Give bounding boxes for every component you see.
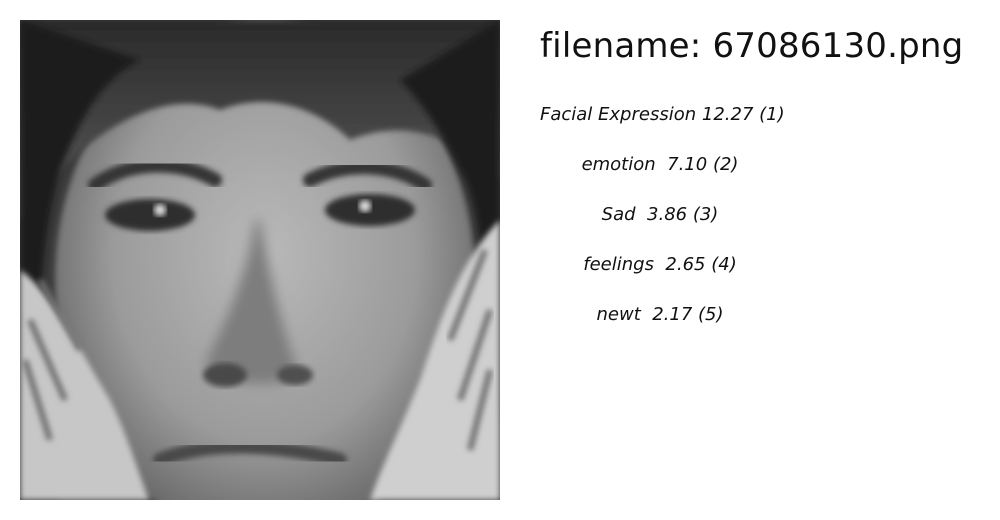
label-name: emotion	[581, 154, 656, 175]
label-name: Sad	[601, 204, 636, 225]
label-score: 2.17	[652, 304, 693, 325]
label-score: 12.27	[701, 104, 754, 125]
label-row-4: feelings 2.65 (4)	[540, 250, 780, 300]
filename-title: filename: 67086130.png	[540, 26, 964, 66]
label-rank: (1)	[759, 104, 785, 125]
label-score: 7.10	[667, 154, 708, 175]
label-score: 2.65	[665, 254, 706, 275]
label-name: newt	[596, 304, 641, 325]
label-list: Facial Expression 12.27 (1) emotion 7.10…	[540, 100, 785, 350]
label-row-1: Facial Expression 12.27 (1)	[540, 100, 785, 150]
label-rank: (5)	[698, 304, 724, 325]
label-row-5: newt 2.17 (5)	[540, 300, 780, 350]
label-name: Facial Expression	[540, 104, 697, 125]
label-row-2: emotion 7.10 (2)	[540, 150, 780, 200]
face-photo	[20, 20, 500, 500]
label-rank: (2)	[712, 154, 739, 175]
label-rank: (4)	[711, 254, 737, 275]
face-photo-icon	[20, 20, 500, 500]
label-name: feelings	[583, 254, 654, 275]
label-score: 3.86	[647, 204, 688, 225]
label-row-3: Sad 3.86 (3)	[540, 200, 780, 250]
label-rank: (3)	[692, 204, 719, 225]
